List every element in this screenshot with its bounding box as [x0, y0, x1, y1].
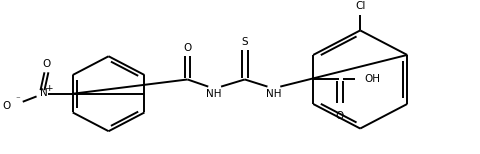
- Text: S: S: [241, 37, 248, 47]
- Text: NH: NH: [265, 89, 281, 99]
- Text: Cl: Cl: [355, 1, 365, 11]
- Text: NH: NH: [206, 89, 222, 99]
- Text: O: O: [336, 111, 344, 121]
- Text: O: O: [3, 101, 11, 111]
- Text: +: +: [45, 84, 52, 93]
- Text: O: O: [183, 43, 192, 53]
- Text: N: N: [39, 88, 47, 98]
- Text: O: O: [42, 59, 50, 69]
- Text: ⁻: ⁻: [15, 95, 20, 104]
- Text: OH: OH: [364, 75, 381, 84]
